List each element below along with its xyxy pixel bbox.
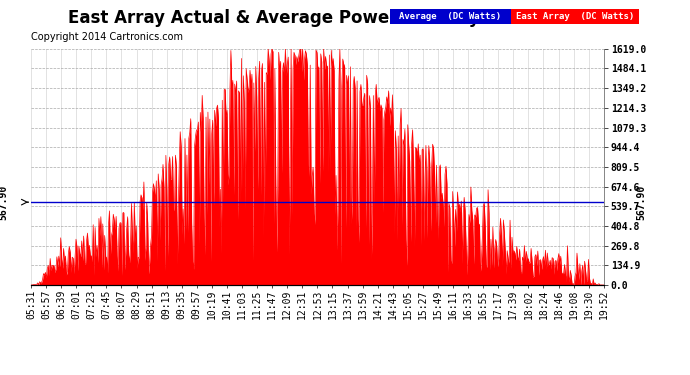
Text: Average  (DC Watts): Average (DC Watts): [399, 12, 502, 21]
Text: 567.90: 567.90: [0, 184, 8, 220]
Text: East Array Actual & Average Power Tue May 20 20:10: East Array Actual & Average Power Tue Ma…: [68, 9, 567, 27]
Text: Copyright 2014 Cartronics.com: Copyright 2014 Cartronics.com: [31, 32, 183, 42]
Text: 567.90: 567.90: [636, 184, 646, 220]
Text: East Array  (DC Watts): East Array (DC Watts): [516, 12, 634, 21]
